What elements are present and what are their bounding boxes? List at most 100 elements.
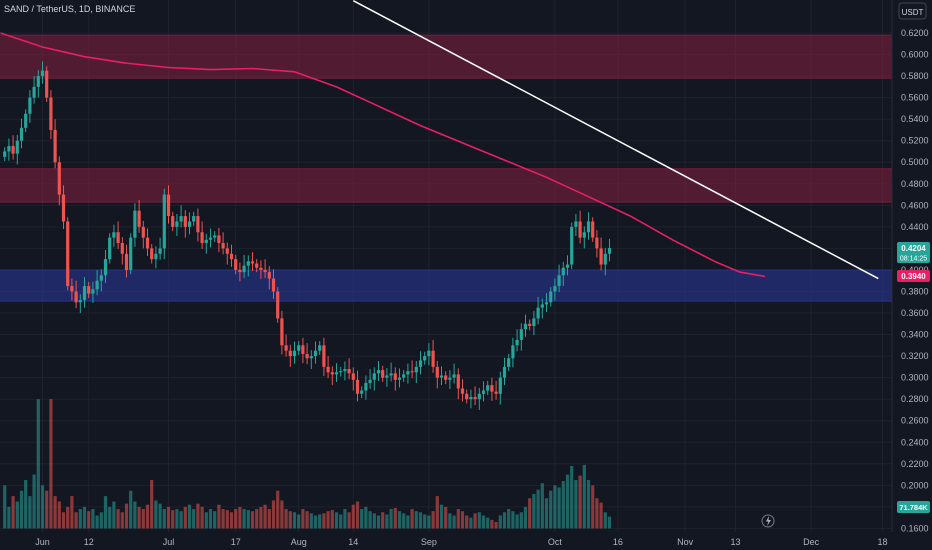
candle-body[interactable] bbox=[418, 360, 423, 367]
candle-body[interactable] bbox=[456, 374, 460, 389]
candle-body[interactable] bbox=[53, 129, 57, 163]
candle-body[interactable] bbox=[444, 375, 448, 380]
trendline-segment[interactable] bbox=[352, 0, 879, 280]
candle-body[interactable] bbox=[162, 194, 166, 249]
candle-body[interactable] bbox=[200, 232, 204, 244]
candle-body[interactable] bbox=[259, 267, 263, 270]
candle-body[interactable] bbox=[288, 350, 292, 357]
candle-body[interactable] bbox=[330, 372, 334, 375]
candle-body[interactable] bbox=[271, 278, 276, 292]
candle-body[interactable] bbox=[414, 366, 418, 373]
candle-body[interactable] bbox=[49, 97, 53, 130]
candle-body[interactable] bbox=[91, 289, 95, 294]
candle-body[interactable] bbox=[208, 237, 213, 240]
candle-body[interactable] bbox=[481, 390, 486, 394]
candle-body[interactable] bbox=[578, 221, 582, 238]
candle-body[interactable] bbox=[536, 307, 540, 319]
candle-body[interactable] bbox=[364, 383, 368, 391]
candle-body[interactable] bbox=[397, 377, 402, 380]
candle-body[interactable] bbox=[120, 243, 124, 254]
candle-body[interactable] bbox=[276, 291, 280, 319]
candle-body[interactable] bbox=[82, 286, 87, 301]
trendline[interactable] bbox=[352, 0, 879, 280]
candle-body[interactable] bbox=[99, 275, 103, 281]
candle-body[interactable] bbox=[557, 275, 561, 287]
candle-body[interactable] bbox=[574, 221, 578, 227]
candle-body[interactable] bbox=[171, 216, 175, 227]
time-axis[interactable]: Jun 12 Jul 17 Aug 14 Sep Oct 16 Nov 13 Dec 18 bbox=[35, 537, 887, 547]
candle-body[interactable] bbox=[406, 371, 410, 375]
candle-body[interactable] bbox=[24, 113, 28, 128]
candle-body[interactable] bbox=[15, 140, 19, 154]
candle-body[interactable] bbox=[175, 221, 179, 227]
candle-body[interactable] bbox=[313, 350, 318, 357]
candle-body[interactable] bbox=[238, 269, 242, 273]
candle-body[interactable] bbox=[108, 237, 112, 260]
candle-body[interactable] bbox=[28, 97, 32, 114]
candle-body[interactable] bbox=[515, 339, 519, 346]
candle-body[interactable] bbox=[87, 286, 91, 294]
candle-body[interactable] bbox=[255, 263, 259, 268]
candle-body[interactable] bbox=[334, 372, 339, 375]
candle-body[interactable] bbox=[368, 379, 372, 384]
candle-body[interactable] bbox=[32, 86, 36, 98]
candle-body[interactable] bbox=[246, 261, 250, 266]
candle-body[interactable] bbox=[234, 259, 238, 270]
candle-body[interactable] bbox=[486, 385, 490, 391]
candle-body[interactable] bbox=[528, 323, 532, 326]
candle-body[interactable] bbox=[36, 76, 40, 87]
candle-body[interactable] bbox=[603, 253, 607, 265]
candle-body[interactable] bbox=[351, 373, 355, 380]
candle-body[interactable] bbox=[402, 374, 406, 378]
candle-body[interactable] bbox=[124, 253, 129, 270]
candle-body[interactable] bbox=[7, 146, 11, 152]
candle-body[interactable] bbox=[78, 300, 82, 303]
candle-body[interactable] bbox=[586, 221, 591, 233]
candlesticks[interactable] bbox=[3, 61, 612, 410]
candle-body[interactable] bbox=[267, 272, 271, 279]
candle-body[interactable] bbox=[389, 373, 393, 376]
candle-body[interactable] bbox=[393, 373, 397, 380]
candle-body[interactable] bbox=[355, 379, 360, 394]
candle-body[interactable] bbox=[263, 269, 267, 273]
candle-body[interactable] bbox=[498, 377, 502, 394]
candle-body[interactable] bbox=[360, 390, 364, 394]
candle-body[interactable] bbox=[150, 248, 154, 260]
candle-body[interactable] bbox=[439, 375, 444, 378]
candle-body[interactable] bbox=[187, 221, 192, 227]
candle-body[interactable] bbox=[116, 232, 120, 244]
candle-body[interactable] bbox=[565, 264, 570, 268]
candle-body[interactable] bbox=[154, 253, 158, 260]
candle-body[interactable] bbox=[292, 350, 297, 357]
candle-body[interactable] bbox=[511, 345, 515, 359]
currency-button[interactable]: USDT bbox=[898, 2, 927, 20]
candle-body[interactable] bbox=[166, 194, 171, 217]
candle-body[interactable] bbox=[318, 345, 322, 351]
candle-body[interactable] bbox=[112, 232, 116, 238]
candle-body[interactable] bbox=[221, 243, 225, 249]
candle-body[interactable] bbox=[309, 356, 313, 359]
candle-body[interactable] bbox=[280, 318, 284, 346]
candle-body[interactable] bbox=[473, 397, 477, 400]
candle-body[interactable] bbox=[196, 216, 200, 233]
candle-body[interactable] bbox=[229, 253, 234, 260]
candle-body[interactable] bbox=[141, 226, 145, 238]
candle-body[interactable] bbox=[460, 388, 465, 394]
candle-body[interactable] bbox=[607, 247, 612, 254]
candle-body[interactable] bbox=[250, 261, 255, 264]
candle-body[interactable] bbox=[213, 235, 217, 238]
candle-body[interactable] bbox=[225, 248, 229, 254]
candle-body[interactable] bbox=[532, 318, 536, 326]
candle-body[interactable] bbox=[183, 216, 187, 227]
candle-body[interactable] bbox=[599, 248, 603, 265]
candle-body[interactable] bbox=[435, 366, 439, 378]
candle-body[interactable] bbox=[74, 291, 78, 303]
candle-body[interactable] bbox=[242, 265, 246, 273]
candle-body[interactable] bbox=[3, 151, 7, 157]
candle-body[interactable] bbox=[544, 302, 549, 305]
candle-body[interactable] bbox=[477, 393, 481, 400]
candle-body[interactable] bbox=[540, 304, 544, 308]
candle-body[interactable] bbox=[322, 345, 326, 367]
candle-body[interactable] bbox=[469, 397, 473, 400]
candle-body[interactable] bbox=[11, 146, 15, 154]
